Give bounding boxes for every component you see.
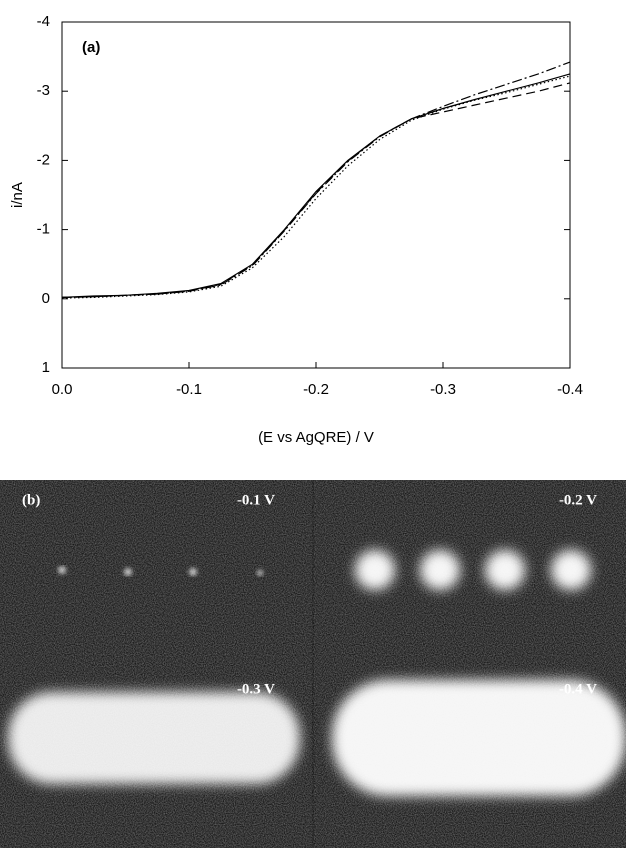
potential-label: -0.1 V (237, 492, 275, 508)
x-tick-label: -0.1 (176, 381, 202, 398)
x-tick-label: -0.2 (303, 381, 329, 398)
image-panel: (b) -0.1 V -0.2 V -0.3 V -0.4 V (0, 480, 626, 848)
y-tick-label: -1 (37, 221, 50, 238)
noise (0, 480, 626, 848)
y-tick-label: 0 (42, 290, 50, 307)
panel-label: (a) (82, 39, 100, 56)
potential-label: -0.4 V (559, 681, 597, 697)
label-box (70, 30, 150, 70)
curve (61, 82, 571, 298)
curve (61, 73, 571, 298)
y-tick-label: -2 (37, 151, 50, 168)
y-axis-label: i/nA (9, 182, 26, 208)
curve (61, 75, 571, 299)
y-tick-label: -3 (37, 82, 50, 99)
y-tick-label: -4 (37, 13, 50, 30)
curve (61, 61, 571, 298)
x-tick-label: -0.4 (557, 381, 583, 398)
y-tick-label: 1 (42, 359, 50, 376)
plot-frame (61, 21, 571, 369)
x-axis-label: (E vs AgQRE) / V (258, 429, 374, 446)
panel-label: (b) (22, 492, 40, 508)
potential-label: -0.3 V (237, 681, 275, 697)
x-tick-label: 0.0 (52, 381, 73, 398)
potential-label: -0.2 V (559, 492, 597, 508)
x-tick-label: -0.3 (430, 381, 456, 398)
